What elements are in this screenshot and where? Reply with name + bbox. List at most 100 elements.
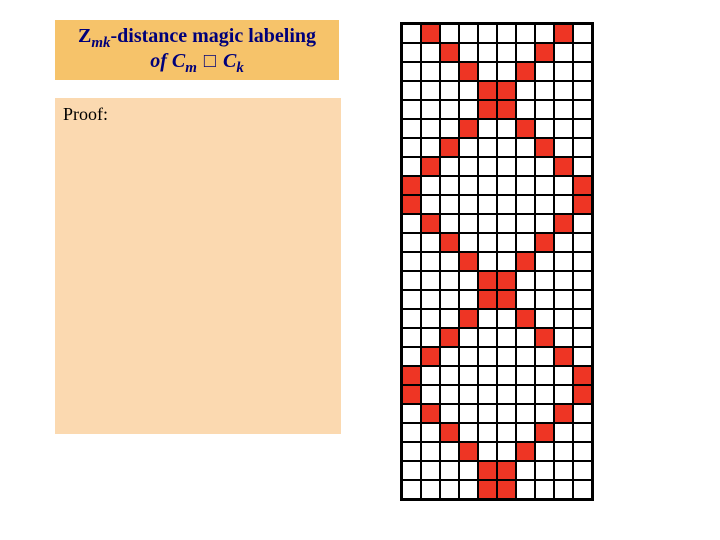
grid-cell — [421, 81, 440, 100]
grid-cell — [497, 328, 516, 347]
grid-cell — [440, 366, 459, 385]
grid-cell — [421, 100, 440, 119]
grid-cell — [421, 157, 440, 176]
grid-cell — [478, 290, 497, 309]
grid-cell — [516, 233, 535, 252]
grid-cell — [535, 461, 554, 480]
grid-cell — [516, 138, 535, 157]
grid-cell — [459, 62, 478, 81]
grid-cell — [421, 404, 440, 423]
grid-cell — [478, 252, 497, 271]
grid-cell — [535, 347, 554, 366]
grid-cell — [402, 119, 421, 138]
grid-cell — [459, 423, 478, 442]
grid-cell — [554, 157, 573, 176]
grid-cell — [554, 423, 573, 442]
grid-cell — [497, 81, 516, 100]
grid-cell — [459, 271, 478, 290]
grid-cell — [402, 271, 421, 290]
grid-cell — [459, 347, 478, 366]
grid-cell — [440, 138, 459, 157]
grid-cell — [440, 423, 459, 442]
grid — [400, 22, 594, 501]
grid-cell — [421, 214, 440, 233]
grid-cell — [554, 138, 573, 157]
title-after-sub: -distance magic labeling — [110, 25, 316, 47]
grid-cell — [516, 195, 535, 214]
grid-cell — [516, 252, 535, 271]
grid-cell — [402, 423, 421, 442]
grid-cell — [554, 24, 573, 43]
grid-cell — [535, 43, 554, 62]
grid-cell — [421, 138, 440, 157]
grid-cell — [535, 423, 554, 442]
grid-cell — [459, 252, 478, 271]
grid-cell — [516, 366, 535, 385]
grid-cell — [554, 271, 573, 290]
grid-cell — [402, 195, 421, 214]
grid-cell — [459, 442, 478, 461]
grid-cell — [573, 24, 592, 43]
title-of: of — [150, 50, 172, 72]
grid-cell — [402, 290, 421, 309]
grid-cell — [421, 385, 440, 404]
grid-cell — [421, 442, 440, 461]
grid-cell — [440, 480, 459, 499]
title-box: Zmk-distance magic labeling of Cm □ Ck — [55, 20, 339, 80]
grid-cell — [478, 366, 497, 385]
grid-cell — [402, 100, 421, 119]
grid-cell — [478, 176, 497, 195]
grid-cell — [459, 138, 478, 157]
grid-cell — [554, 328, 573, 347]
grid-cell — [554, 385, 573, 404]
grid-cell — [478, 157, 497, 176]
grid-cell — [535, 328, 554, 347]
grid-cell — [440, 290, 459, 309]
grid-cell — [497, 214, 516, 233]
grid-cell — [421, 328, 440, 347]
grid-cell — [554, 366, 573, 385]
grid-cell — [573, 328, 592, 347]
grid-cell — [535, 442, 554, 461]
grid-cell — [516, 81, 535, 100]
grid-cell — [554, 309, 573, 328]
grid-cell — [516, 442, 535, 461]
grid-cell — [459, 81, 478, 100]
grid-cell — [573, 195, 592, 214]
grid-cell — [554, 442, 573, 461]
grid-cell — [516, 290, 535, 309]
grid-cell — [459, 309, 478, 328]
grid-cell — [573, 119, 592, 138]
grid-cell — [478, 404, 497, 423]
grid-cell — [440, 119, 459, 138]
grid-cell — [459, 480, 478, 499]
grid-cell — [554, 81, 573, 100]
grid-cell — [421, 290, 440, 309]
grid-cell — [440, 100, 459, 119]
grid-cell — [440, 347, 459, 366]
grid-cell — [535, 271, 554, 290]
grid-cell — [402, 138, 421, 157]
grid-cell — [573, 309, 592, 328]
grid-cell — [402, 81, 421, 100]
grid-cell — [440, 24, 459, 43]
grid-cell — [478, 43, 497, 62]
grid-cell — [478, 385, 497, 404]
grid-cell — [497, 176, 516, 195]
grid-cell — [402, 385, 421, 404]
grid-cell — [478, 442, 497, 461]
grid-cell — [459, 366, 478, 385]
grid-cell — [554, 214, 573, 233]
grid-cell — [402, 252, 421, 271]
grid-cell — [573, 252, 592, 271]
grid-cell — [535, 176, 554, 195]
grid-cell — [516, 157, 535, 176]
grid-cell — [421, 24, 440, 43]
grid-cell — [516, 480, 535, 499]
grid-cell — [459, 176, 478, 195]
grid-cell — [402, 366, 421, 385]
grid-cell — [516, 328, 535, 347]
grid-cell — [421, 480, 440, 499]
grid-cell — [478, 423, 497, 442]
grid-cell — [497, 385, 516, 404]
